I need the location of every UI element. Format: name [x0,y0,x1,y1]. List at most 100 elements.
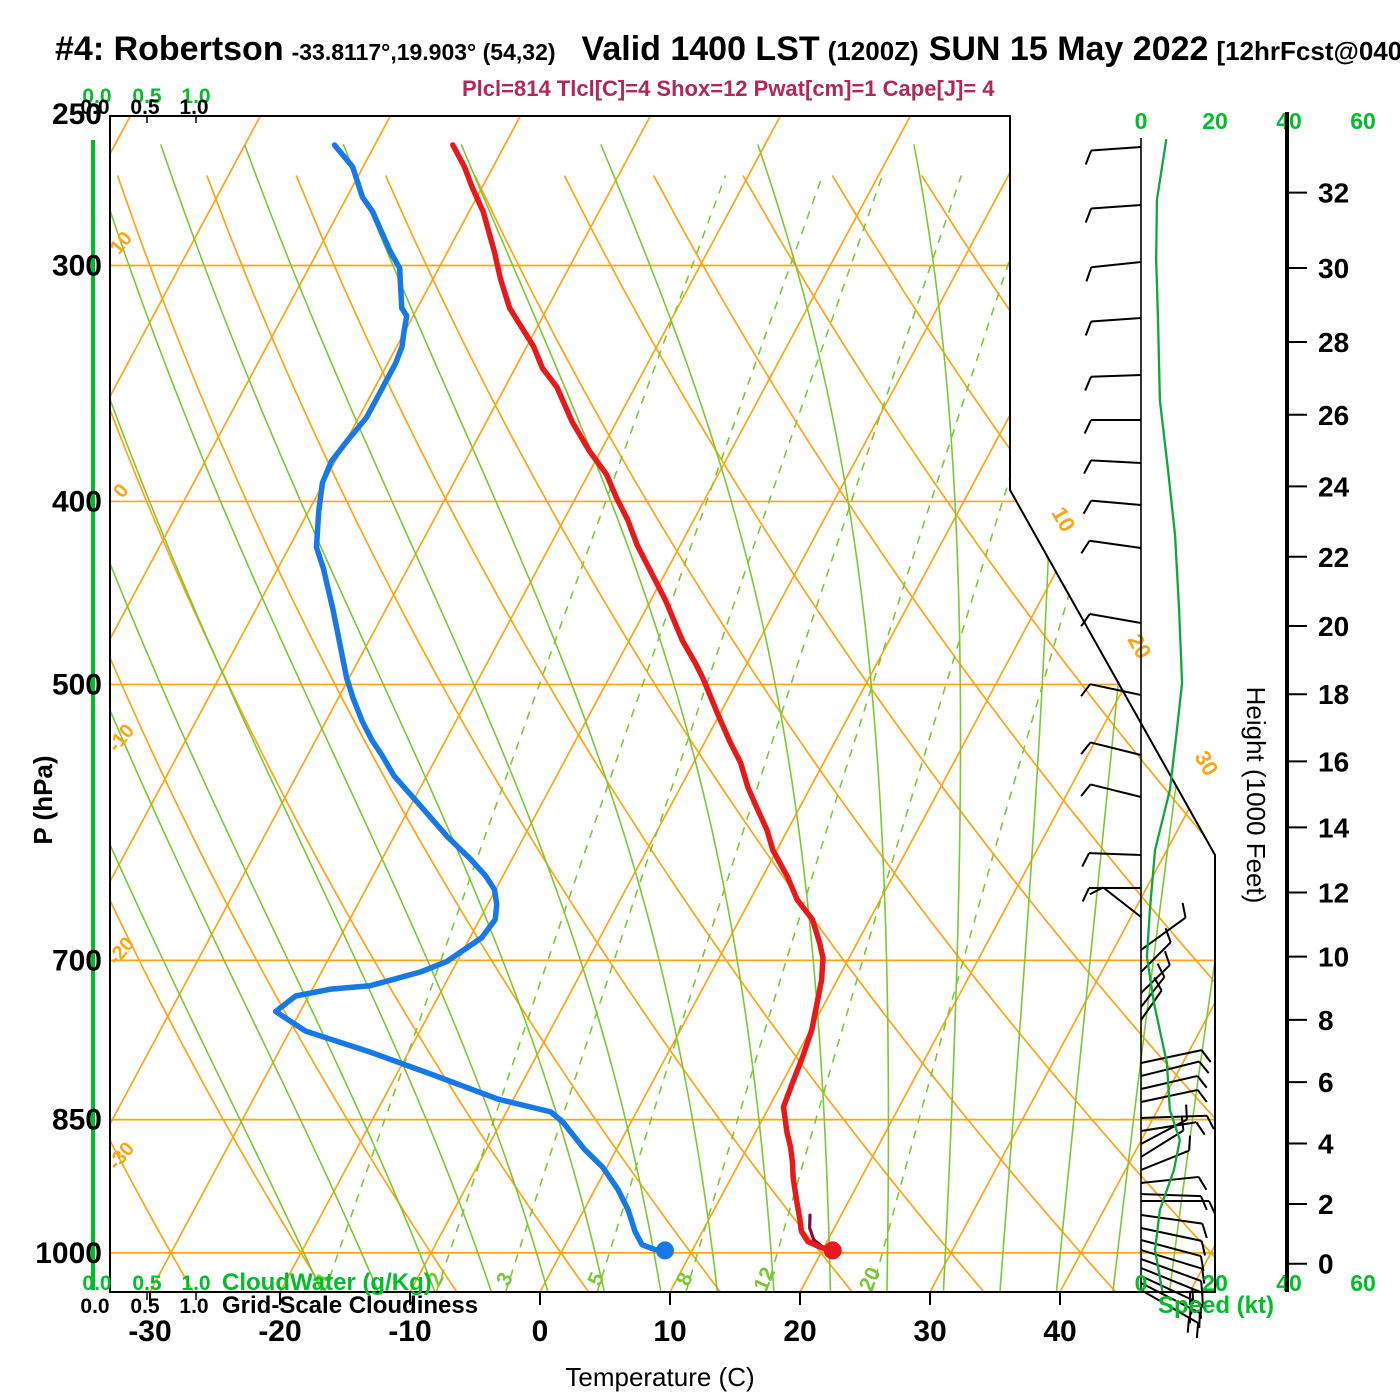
speed-scale-top-60: 60 [1350,108,1376,134]
height-tick-label-20: 20 [1318,611,1349,642]
wind-barb [1080,539,1142,554]
isotherm-label-10: 10 [1047,502,1081,536]
wind-barb [1080,741,1142,756]
mixing-ratio-label-3: 3 [492,1269,518,1289]
speed-scale-top-0: 0 [1135,108,1148,134]
wind-barb [1140,1104,1188,1145]
mixing-ratio-line-12 [765,175,1107,1292]
pressure-tick-label-300: 300 [52,250,102,283]
isotherm-label-30: 30 [1190,746,1224,780]
mixing-ratio-label-20: 20 [855,1264,886,1295]
isotherm-50 [1189,116,1215,1292]
valid-time: Valid 1400 LST [581,30,820,68]
mixing-ratio-label-12: 12 [749,1264,780,1295]
valid-zulu: (1200Z) [827,36,919,66]
wind-speed-curve [1145,138,1184,1292]
chart-title: #4: Robertson -33.8117°,19.903° (54,32) … [55,30,1400,69]
cloudiness-scale-bottom: 0.5 [130,1295,160,1318]
wind-barb [1084,204,1142,223]
dry-adiabat-70 [653,175,1215,1292]
temp-tick-label--20: -20 [258,1315,301,1348]
isotherm--20 [279,116,912,1292]
cloudwater-scale-bottom: 0.0 [82,1272,111,1295]
mixing-ratio-line-1 [323,175,727,1292]
wind-barb [1140,1289,1200,1339]
cloudiness-scale-top: 1.0 [179,96,208,119]
isotherm-30 [929,116,1215,1292]
isotherm--10 [409,116,1042,1292]
temp-tick-label-40: 40 [1043,1315,1076,1348]
cloudwater-scale-top: 0.0 [82,85,111,108]
wind-barb [1140,927,1172,973]
mixing-ratio-line-8 [685,175,1039,1292]
mixing-ratio-label-8: 8 [672,1269,698,1290]
wind-barb [1084,146,1142,165]
height-tick-label-28: 28 [1318,327,1349,358]
temp-tick-label-20: 20 [783,1315,816,1348]
isotherm-0 [539,116,1172,1292]
temperature-curve [450,142,836,1254]
wind-barb [1140,1115,1185,1158]
dry-adiabat-20 [206,175,854,1292]
wind-barb [1140,1135,1191,1171]
dry-adiabat--20 [110,175,327,1292]
dry-adiabat-80 [742,175,1215,1292]
height-tick-label-12: 12 [1318,878,1349,909]
isotherm-20 [799,116,1215,1292]
wind-barb [1089,886,1142,918]
height-tick-label-14: 14 [1318,812,1350,843]
pressure-tick-label-250: 250 [52,98,102,131]
cloudiness-scale-bottom: 0.0 [80,1295,109,1318]
isotherm--60 [110,116,392,1292]
dry-adiabat-0 [110,175,590,1292]
pressure-tick-label-500: 500 [52,668,102,701]
wind-barb [1140,1193,1208,1211]
height-tick-label-16: 16 [1318,746,1349,777]
moist-adiabat [1112,144,1215,1292]
cloudwater-scale-top: 1.0 [181,85,210,108]
wind-barb [1085,261,1142,282]
height-tick-label-8: 8 [1318,1005,1334,1036]
height-tick-label-4: 4 [1318,1128,1334,1159]
stability-params: Plcl=814 Tlcl[C]=4 Shox=12 Pwat[cm]=1 Ca… [462,76,995,101]
moist-adiabat [913,144,962,1292]
wind-barb [1140,1282,1201,1328]
forecast-tag: [12hrFcst@0406z] [1216,36,1400,66]
dewpoint-curve [272,142,668,1254]
mixing-ratio-line-3 [504,175,883,1292]
temp-tick-label--30: -30 [128,1315,171,1348]
temp-tick-label-0: 0 [532,1315,549,1348]
height-tick-label-24: 24 [1318,471,1350,502]
moist-adiabat [110,144,380,1292]
mixing-ratio-line-2 [435,175,824,1292]
height-tick-label-0: 0 [1318,1249,1334,1280]
dry-adiabat-60 [563,175,1215,1292]
mixing-ratio-line-20 [870,175,1197,1292]
wind-barb [1140,1214,1208,1239]
moist-adiabat [460,144,775,1292]
cloudiness-scale-top: 0.5 [130,96,160,119]
moist-adiabat [110,144,323,1292]
dry-adiabat-30 [295,175,985,1292]
speed-scale-bottom-20: 20 [1202,1270,1228,1296]
isotherm--50 [110,116,522,1292]
wind-barb [1140,977,1163,1021]
dry-adiabat--30 [110,175,195,1292]
height-tick-label-2: 2 [1318,1189,1334,1220]
wind-barb [1080,783,1142,798]
wind-barb [1083,419,1141,435]
cloudwater-scale-top: 0.5 [132,85,162,108]
wind-barb [1140,1060,1210,1077]
isotherm-label-20: 20 [1123,629,1157,663]
wind-barb [1081,887,1141,903]
height-tick-label-10: 10 [1318,942,1349,973]
wind-barb [1081,852,1142,868]
pressure-tick-label-1000: 1000 [35,1237,102,1270]
dry-adiabat--10 [110,175,458,1292]
moist-adiabat [1168,144,1215,1292]
cloudwater-label: CloudWater (g/Kg) [222,1269,432,1296]
mixing-ratio-label-5: 5 [583,1269,609,1290]
pressure-tick-label-700: 700 [52,944,102,977]
cloudwater-scale-bottom: 0.5 [132,1272,162,1295]
